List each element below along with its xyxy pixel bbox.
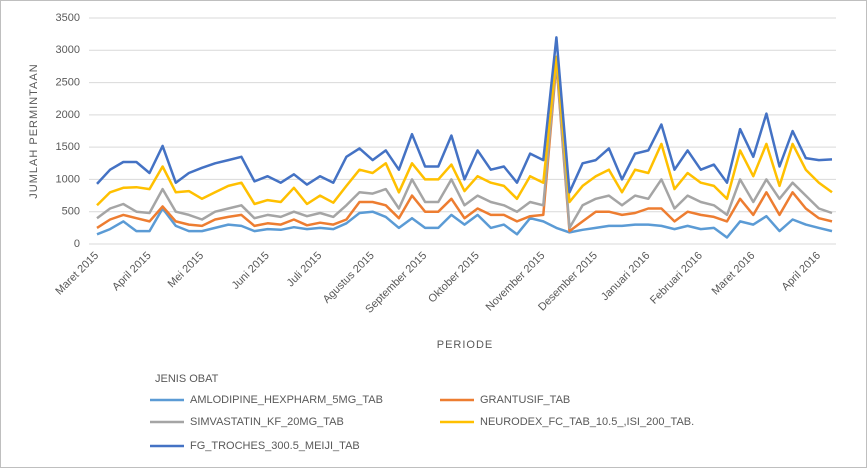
series-line xyxy=(96,61,833,233)
legend-label: NEURODEX_FC_TAB_10.5_,ISI_200_TAB. xyxy=(480,416,694,428)
y-tick-label: 1500 xyxy=(56,141,80,153)
y-tick-label: 0 xyxy=(74,238,80,250)
x-axis-label: PERIODE xyxy=(437,339,494,351)
series-line xyxy=(96,58,833,230)
series-line xyxy=(96,36,833,194)
y-tick-label: 500 xyxy=(62,206,80,218)
legend-label: FG_TROCHES_300.5_MEIJI_TAB xyxy=(190,440,360,452)
y-tick-label: 3500 xyxy=(56,12,80,24)
series-line xyxy=(96,207,833,239)
y-tick-label: 2000 xyxy=(56,109,80,121)
y-tick-label: 3000 xyxy=(56,44,80,56)
legend-label: AMLODIPINE_HEXPHARM_5MG_TAB xyxy=(190,394,383,406)
y-tick-label: 1000 xyxy=(56,173,80,185)
y-axis-label: JUMLAH PERMINTAAN xyxy=(28,63,40,198)
legend-label: SIMVASTATIN_KF_20MG_TAB xyxy=(190,416,344,428)
legend-title: JENIS OBAT xyxy=(155,373,219,385)
series-line xyxy=(96,55,833,207)
y-tick-label: 2500 xyxy=(56,76,80,88)
legend-label: GRANTUSIF_TAB xyxy=(480,394,570,406)
